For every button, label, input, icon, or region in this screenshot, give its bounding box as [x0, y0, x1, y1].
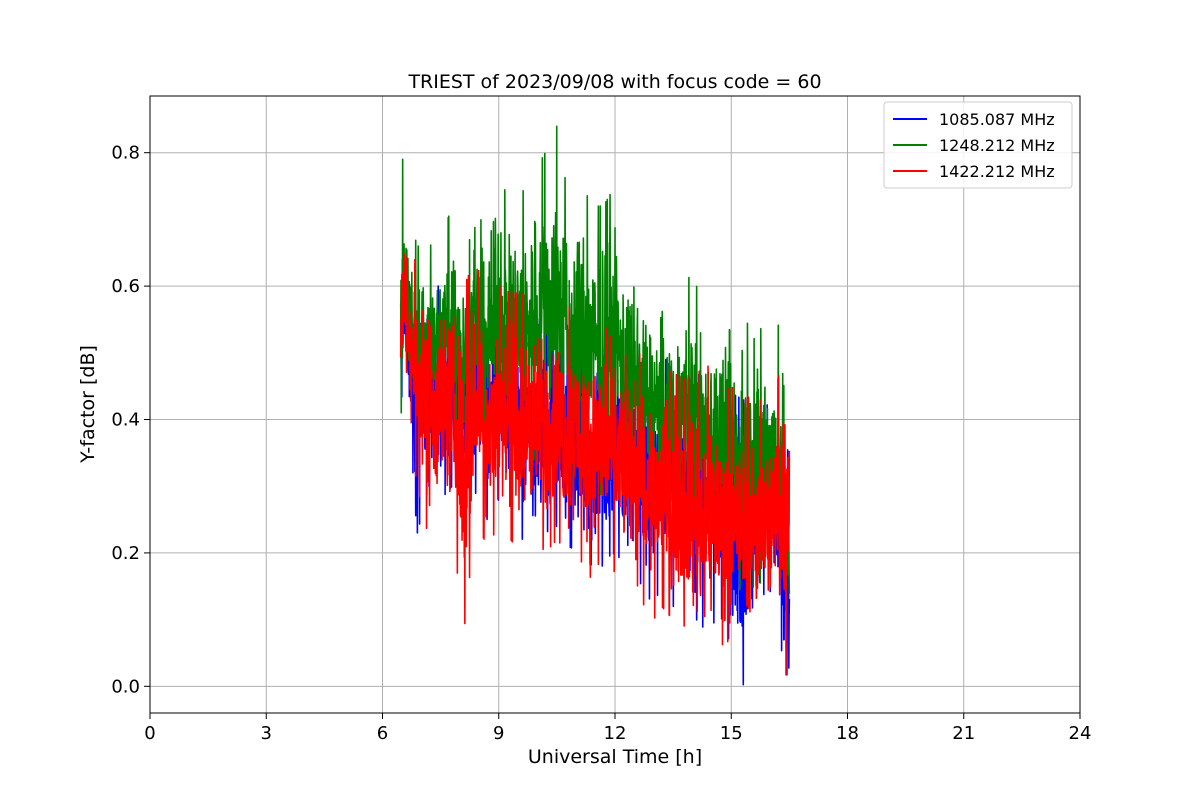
y-axis: 0.0 0.2 0.4 0.6 0.8 — [111, 143, 150, 697]
legend-label: 1248.212 MHz — [939, 136, 1055, 155]
legend-box — [883, 101, 1073, 189]
y-tick-label: 0.8 — [111, 143, 140, 164]
x-axis-label: Universal Time [h] — [528, 746, 702, 768]
y-tick-label: 0.6 — [111, 276, 140, 297]
y-axis-label: Y-factor [dB] — [77, 345, 99, 464]
y-tick-label: 0.0 — [111, 676, 140, 697]
x-tick-label: 12 — [604, 723, 627, 744]
series-layer — [399, 125, 791, 686]
legend: 1085.087 MHz 1248.212 MHz 1422.212 MHz — [883, 101, 1073, 189]
x-tick-label: 15 — [720, 723, 743, 744]
series-line-2 — [399, 125, 791, 594]
x-axis: 0 3 6 9 12 15 18 21 24 — [144, 713, 1091, 744]
x-tick-label: 9 — [493, 723, 504, 744]
legend-label: 1422.212 MHz — [939, 162, 1055, 181]
y-tick-label: 0.4 — [111, 410, 140, 431]
x-tick-label: 24 — [1069, 723, 1092, 744]
legend-label: 1085.087 MHz — [939, 110, 1055, 129]
series-line-3 — [399, 253, 791, 676]
x-tick-label: 18 — [836, 723, 859, 744]
x-tick-label: 0 — [144, 723, 155, 744]
chart-title: TRIEST of 2023/09/08 with focus code = 6… — [407, 71, 821, 93]
x-tick-label: 3 — [261, 723, 272, 744]
x-tick-label: 21 — [952, 723, 975, 744]
x-tick-label: 6 — [377, 723, 388, 744]
y-tick-label: 0.2 — [111, 543, 140, 564]
